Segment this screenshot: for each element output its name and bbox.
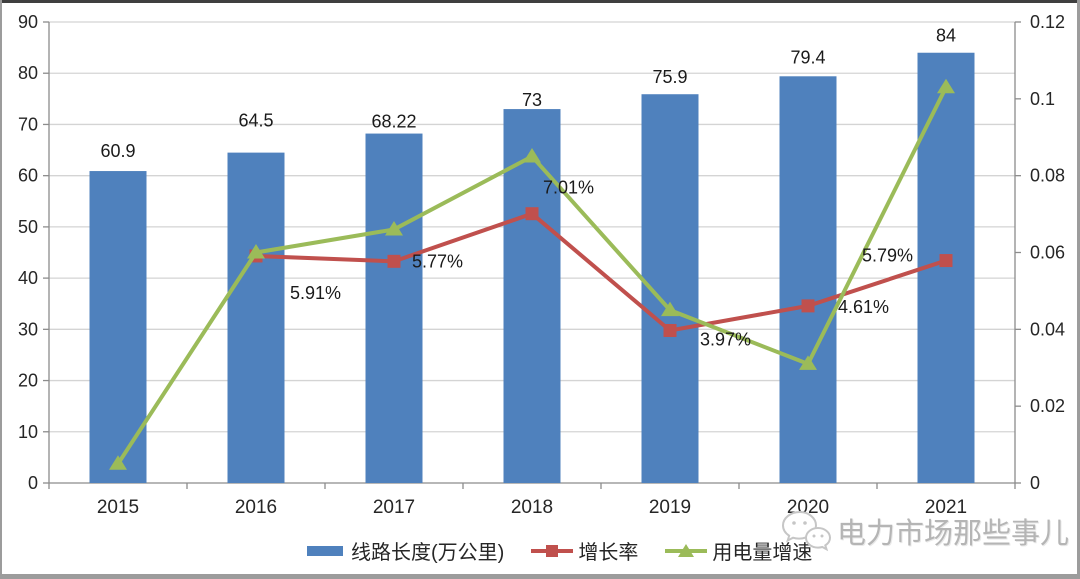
left-axis-tick-label: 40 xyxy=(18,268,38,288)
growth-rate-marker xyxy=(525,207,539,221)
growth-rate-data-label: 5.91% xyxy=(290,283,341,303)
legend-item: 用电量增速 xyxy=(664,536,812,565)
bar-value-label: 64.5 xyxy=(238,111,273,131)
electricity-growth-marker xyxy=(247,244,265,259)
growth-rate-data-label: 5.77% xyxy=(412,251,463,271)
x-axis-category-label: 2015 xyxy=(97,497,139,518)
growth-rate-line xyxy=(255,211,947,333)
frame-border-right xyxy=(1077,0,1080,579)
bar xyxy=(89,171,147,483)
bar-value-label: 73 xyxy=(522,90,542,110)
bar xyxy=(503,109,561,484)
left-axis-tick-label: 80 xyxy=(18,63,38,83)
frame-border-bottom xyxy=(0,574,1080,579)
watermark-text: 电力市场那些事儿 xyxy=(837,518,1070,550)
right-axis-tick-label: 0.08 xyxy=(1030,166,1065,186)
growth-rate-marker xyxy=(663,323,677,337)
left-axis-tick-label: 20 xyxy=(18,371,38,391)
bar-value-label: 79.4 xyxy=(790,47,825,67)
legend-label: 用电量增速 xyxy=(712,542,813,564)
left-axis-tick-label: 30 xyxy=(18,319,38,339)
legend-square-swatch xyxy=(531,544,574,557)
left-axis-tick-label: 0 xyxy=(28,473,38,493)
bar-value-label: 75.9 xyxy=(652,67,687,87)
growth-rate-data-label: 5.79% xyxy=(862,246,913,266)
frame-border-top xyxy=(0,0,1080,3)
bar xyxy=(779,76,837,483)
electricity-growth-marker xyxy=(523,147,541,163)
legend-item: 线路长度(万公里) xyxy=(303,536,504,565)
electricity-growth-marker xyxy=(661,301,679,317)
right-axis-tick-label: 0.06 xyxy=(1030,243,1065,263)
left-axis-tick-label: 10 xyxy=(18,422,38,442)
growth-rate-marker xyxy=(939,254,953,268)
growth-rate-marker xyxy=(801,299,815,313)
x-axis-category-label: 2019 xyxy=(649,497,691,518)
electricity-growth-marker xyxy=(109,455,127,470)
x-axis-category-label: 2021 xyxy=(925,497,967,518)
left-axis-tick-label: 70 xyxy=(18,114,38,134)
chart-legend: 线路长度(万公里) 增长率 用电量增速 xyxy=(303,536,812,565)
right-axis-tick-label: 0.04 xyxy=(1030,319,1065,339)
legend-item: 增长率 xyxy=(530,536,638,565)
legend-triangle-swatch xyxy=(665,543,708,557)
wechat-icon xyxy=(781,510,831,552)
growth-rate-data-label: 4.61% xyxy=(838,297,889,317)
x-axis-category-label: 2016 xyxy=(235,497,277,518)
growth-rate-data-label: 7.01% xyxy=(543,178,594,198)
bar-value-label: 84 xyxy=(936,26,956,46)
electricity-growth-marker xyxy=(937,78,955,94)
bar-value-label: 68.22 xyxy=(371,112,416,132)
bar-value-label: 60.9 xyxy=(100,141,135,161)
right-axis-tick-label: 0.12 xyxy=(1030,12,1065,32)
growth-rate-marker xyxy=(387,254,401,268)
bar xyxy=(227,152,285,483)
legend-label: 线路长度(万公里) xyxy=(351,542,505,564)
bar xyxy=(365,133,423,483)
electricity-growth-marker xyxy=(799,355,817,370)
left-axis-tick-label: 50 xyxy=(18,217,38,237)
electricity-growth-marker xyxy=(385,220,403,236)
left-axis-tick-label: 90 xyxy=(18,12,38,32)
legend-label: 增长率 xyxy=(578,542,639,564)
growth-rate-data-label: 3.97% xyxy=(700,329,751,349)
right-axis-tick-label: 0.1 xyxy=(1030,89,1055,109)
right-axis-tick-label: 0.02 xyxy=(1030,396,1065,416)
legend-bar-swatch xyxy=(307,545,343,556)
x-axis-category-label: 2017 xyxy=(373,497,415,518)
x-axis-category-label: 2018 xyxy=(511,497,553,518)
right-axis-tick-label: 0 xyxy=(1030,473,1040,493)
left-axis-tick-label: 60 xyxy=(18,166,38,186)
frame-border-left xyxy=(0,0,2,579)
watermark: 电力市场那些事儿 xyxy=(779,506,1069,556)
